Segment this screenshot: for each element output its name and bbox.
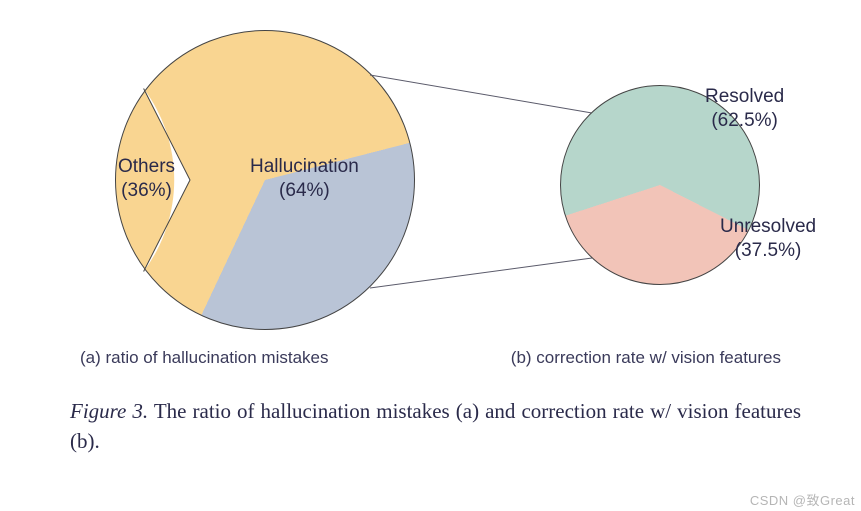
pie-a-label-hallucination-pct: (64%)	[279, 180, 330, 201]
pie-a-label-hallucination: Hallucination (64%)	[250, 155, 359, 203]
watermark-text: CSDN @致Great	[750, 490, 855, 509]
pie-a-label-others-text: Others	[118, 156, 175, 177]
pie-a-label-others-pct: (36%)	[121, 180, 172, 201]
pie-b-label-resolved-text: Resolved	[705, 86, 784, 107]
subcaption-a: (a) ratio of hallucination mistakes	[80, 348, 329, 368]
figure-caption: Figure 3. The ratio of hallucination mis…	[40, 368, 831, 457]
figure-caption-number: Figure 3.	[70, 399, 148, 423]
figure-caption-body: The ratio of hallucination mistakes (a) …	[70, 399, 801, 453]
pie-b-label-resolved-pct: (62.5%)	[711, 110, 778, 131]
pie-a-label-others: Others (36%)	[118, 155, 175, 203]
pie-b-label-unresolved-pct: (37.5%)	[735, 240, 802, 261]
pie-a-label-hallucination-text: Hallucination	[250, 156, 359, 177]
sub-labels-row: (a) ratio of hallucination mistakes (b) …	[40, 340, 831, 368]
figure-container: Hallucination (64%) Others (36%) Resolve…	[0, 0, 861, 457]
pie-b-label-unresolved: Unresolved (37.5%)	[720, 215, 816, 263]
charts-row: Hallucination (64%) Others (36%) Resolve…	[40, 20, 831, 340]
pie-b-label-unresolved-text: Unresolved	[720, 216, 816, 237]
pie-b-label-resolved: Resolved (62.5%)	[705, 85, 784, 133]
subcaption-b: (b) correction rate w/ vision features	[511, 348, 781, 368]
